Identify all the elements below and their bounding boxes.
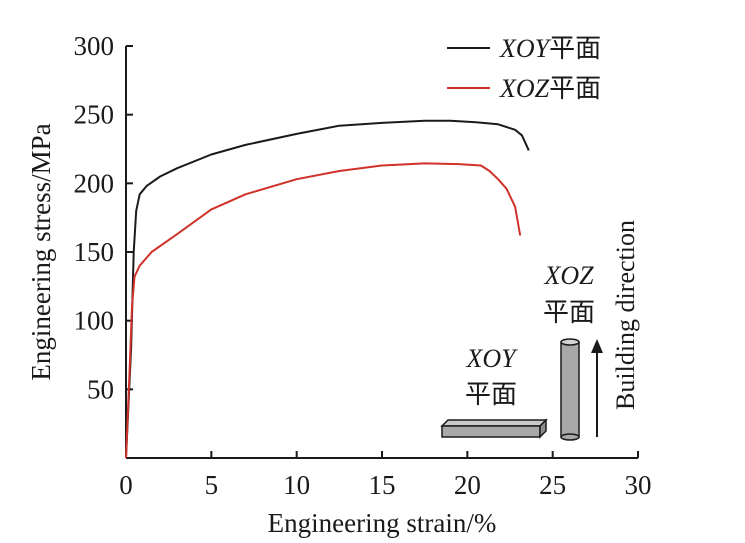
x-axis-ticks: 0 5 10 15 20 25 30 xyxy=(119,451,652,500)
y-tick-label: 150 xyxy=(74,237,115,267)
xoz-annotation-italic: XOZ xyxy=(543,261,594,290)
x-tick-label: 25 xyxy=(539,470,566,500)
y-tick-label: 250 xyxy=(74,100,115,130)
x-tick-label: 30 xyxy=(625,470,652,500)
x-tick-label: 10 xyxy=(283,470,310,500)
x-tick-label: 15 xyxy=(369,470,396,500)
legend-label-xoy-italic: XOY xyxy=(499,34,552,63)
y-tick-label: 200 xyxy=(74,168,115,198)
legend-label-xoz: XOZ平面 xyxy=(499,74,601,103)
y-tick-label: 100 xyxy=(74,306,115,336)
xoy-specimen-icon xyxy=(440,418,548,439)
build-direction-arrow-icon xyxy=(591,339,603,437)
xoy-annotation-italic: XOY xyxy=(465,344,518,373)
x-tick-label: 5 xyxy=(205,470,219,500)
series-line-xoz xyxy=(125,162,522,459)
legend: XOY平面 XOZ平面 xyxy=(447,34,601,103)
xoz-specimen-icon xyxy=(560,338,580,441)
y-axis-title: Engineering stress/MPa xyxy=(26,123,56,380)
x-axis-title: Engineering strain/% xyxy=(268,508,497,538)
x-tick-label: 0 xyxy=(119,470,133,500)
series-group xyxy=(125,119,530,459)
legend-label-xoy: XOY平面 xyxy=(499,34,601,63)
series-line-xoy xyxy=(125,119,530,459)
legend-label-xoz-italic: XOZ xyxy=(499,74,550,103)
y-tick-label: 300 xyxy=(74,31,115,61)
xoz-annotation-suffix: 平面 xyxy=(543,298,595,327)
x-tick-label: 20 xyxy=(454,470,481,500)
y-tick-label: 50 xyxy=(87,374,114,404)
y-axis-ticks: 50 100 150 200 250 300 xyxy=(74,31,133,404)
legend-label-xoz-suffix: 平面 xyxy=(549,74,601,103)
xoy-annotation-suffix: 平面 xyxy=(465,380,517,409)
build-direction-label: Building direction xyxy=(611,220,640,410)
specimen-inset: XOY 平面 XOZ 平面 Building direction xyxy=(440,220,640,441)
legend-label-xoy-suffix: 平面 xyxy=(549,34,601,63)
